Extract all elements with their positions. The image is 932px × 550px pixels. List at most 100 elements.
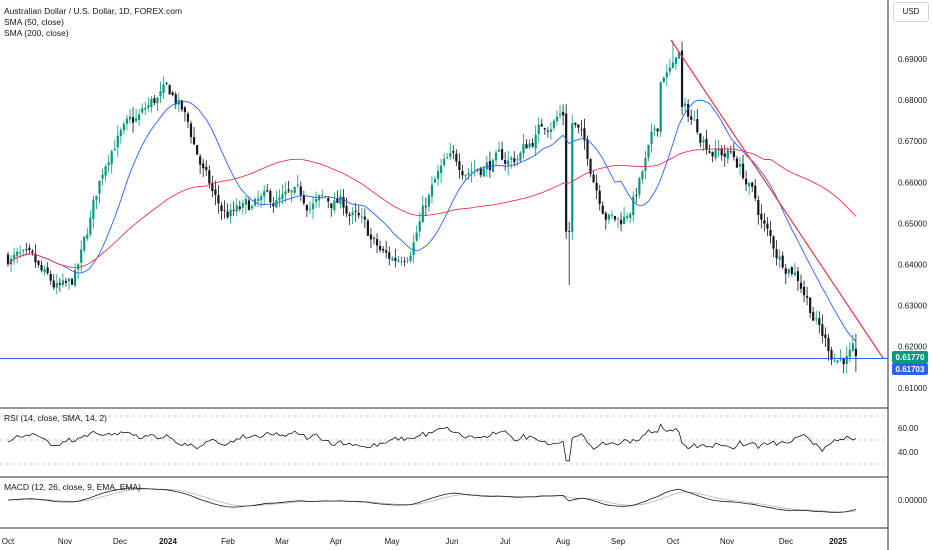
candle-body [577, 124, 580, 128]
candle-body [363, 216, 366, 220]
candle-body [741, 163, 745, 179]
candle-body [131, 117, 135, 123]
candle-body [235, 205, 238, 212]
candle-body [366, 220, 369, 236]
candle-body [284, 191, 287, 195]
candle-body [260, 196, 263, 201]
candle-body [305, 205, 308, 211]
price-tick-label: 0.64000 [898, 261, 927, 270]
candle-body [135, 118, 138, 121]
candle-body [723, 153, 726, 157]
overlays [0, 39, 888, 359]
rsi-line [7, 423, 857, 462]
candle-body [397, 260, 400, 262]
candle-body [717, 149, 720, 151]
candle-body [330, 203, 333, 209]
candle-body [568, 231, 571, 232]
candle-body [299, 186, 302, 196]
descending-trendline [670, 39, 884, 359]
macd-legend[interactable]: MACD (12, 26, close, 9, EMA, EMA) [4, 482, 141, 492]
candle-body [183, 107, 186, 113]
grid-lines [0, 0, 889, 550]
candle-body [217, 195, 220, 204]
candle-body [208, 170, 211, 184]
candle-body [830, 350, 833, 360]
currency-button[interactable]: USD [893, 2, 929, 22]
price-tick-label: 0.65000 [898, 219, 927, 228]
candle-body [662, 77, 665, 83]
axes: 0.69000 0.68000 0.67000 0.66000 0.65000 0.640… [2, 55, 928, 546]
candle-body [778, 256, 781, 260]
candle-body [43, 269, 46, 273]
candle-body [641, 171, 644, 180]
candle-body [677, 52, 681, 59]
candle-body [128, 116, 132, 120]
candle-body [110, 151, 113, 165]
candle-body [327, 198, 330, 202]
candle-body [769, 230, 772, 236]
candle-body [680, 50, 684, 107]
price-pane[interactable] [6, 40, 857, 375]
candle-body [854, 348, 857, 357]
time-tick-label: Nov [58, 537, 72, 546]
candle-body [784, 268, 787, 274]
candle-body [257, 198, 260, 201]
candle-body [522, 144, 525, 154]
macd-pane[interactable] [7, 487, 856, 513]
candle-body [461, 170, 464, 176]
candle-body [552, 120, 556, 128]
price-tag [892, 363, 928, 375]
candle-body [623, 216, 626, 224]
candle-body [104, 166, 107, 176]
candle-body [61, 280, 64, 285]
candle-body [705, 138, 708, 151]
candle-body [70, 279, 74, 285]
symbol-title[interactable]: Australian Dollar / U.S. Dollar, 1D, FOR… [4, 6, 183, 16]
candle-body [125, 118, 129, 124]
candle-body [64, 280, 68, 283]
candle-body [473, 169, 476, 171]
candle-body [28, 247, 31, 251]
sma200-legend[interactable]: SMA (200, close) [4, 28, 69, 38]
candle-body [214, 189, 217, 196]
price-tag-label: 0.61770 [896, 353, 925, 362]
candle-body [229, 209, 232, 217]
candle-body [19, 252, 22, 254]
candle-body [464, 175, 467, 177]
candle-body [690, 116, 693, 120]
candle-body [516, 159, 519, 161]
candle-body [748, 183, 751, 187]
candle-body [833, 360, 836, 362]
candle-body [314, 198, 318, 202]
candle-body [650, 131, 653, 145]
candle-body [296, 184, 299, 186]
candle-body [751, 182, 754, 187]
candle-body [613, 215, 617, 220]
candle-body [189, 123, 193, 138]
candle-body [263, 191, 266, 197]
candle-body [220, 205, 223, 212]
time-tick-label: 2025 [829, 537, 847, 546]
time-tick-label: Sep [611, 537, 626, 546]
candle-body [583, 128, 586, 141]
candle-body [671, 62, 674, 68]
candle-body [443, 158, 446, 165]
candle-body [46, 267, 49, 274]
candle-body [49, 274, 52, 281]
candle-body [479, 167, 482, 176]
candle-body [726, 149, 729, 159]
candle-body [293, 187, 296, 193]
rsi-legend[interactable]: RSI (14, close, SMA, 14, 2) [4, 413, 107, 423]
candle-body [824, 334, 827, 339]
rsi-pane[interactable] [0, 415, 888, 465]
candle-body [470, 171, 473, 173]
candle-body [693, 119, 696, 121]
time-tick-label: Dec [779, 537, 793, 546]
sma50-legend[interactable]: SMA (50, close) [4, 17, 64, 27]
candle-body [238, 206, 241, 210]
time-tick-label: Dec [113, 537, 127, 546]
candle-body [665, 72, 668, 78]
candle-body [494, 152, 498, 161]
candle-body [400, 261, 403, 263]
